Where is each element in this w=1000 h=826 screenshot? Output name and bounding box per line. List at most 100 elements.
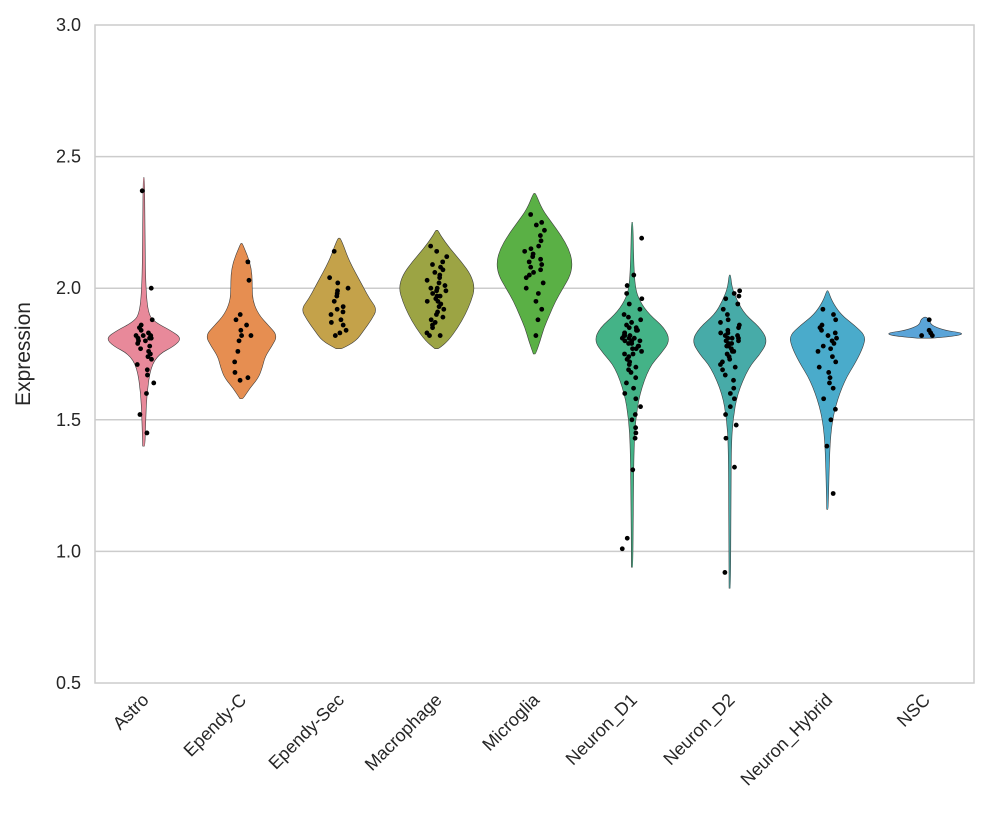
data-point: [639, 296, 645, 302]
data-point: [533, 333, 539, 338]
data-point: [147, 343, 153, 349]
violins: [107, 177, 962, 589]
x-tick-label: Macrophage: [361, 690, 446, 775]
data-point: [331, 248, 337, 254]
data-point: [626, 301, 632, 307]
y-tick-label: 0.5: [56, 673, 81, 693]
data-point: [831, 312, 836, 317]
data-point: [821, 396, 827, 402]
data-point: [236, 338, 242, 344]
data-point: [337, 330, 343, 336]
data-point: [441, 306, 447, 312]
data-point: [727, 404, 733, 410]
data-point: [624, 283, 630, 288]
data-point: [828, 346, 834, 352]
data-point: [538, 256, 543, 262]
data-point: [624, 380, 629, 386]
data-point: [437, 333, 443, 338]
violin-body: [790, 290, 865, 510]
data-point: [436, 280, 442, 286]
y-tick-label: 2.0: [56, 278, 81, 298]
data-point: [732, 464, 737, 470]
data-point: [424, 330, 430, 336]
x-tick-label: NSC: [893, 690, 934, 731]
data-point: [134, 362, 140, 367]
data-point: [832, 330, 838, 336]
data-point: [237, 377, 243, 383]
data-point: [424, 277, 430, 283]
data-point: [624, 322, 629, 328]
data-point: [528, 246, 534, 252]
data-point: [624, 535, 630, 541]
violin-neuron-hybrid: [790, 290, 865, 510]
data-point: [328, 320, 334, 325]
data-point: [533, 222, 539, 228]
data-point: [633, 425, 639, 431]
data-point: [819, 322, 825, 328]
data-point: [733, 422, 739, 428]
data-point: [537, 233, 543, 238]
data-point: [824, 443, 830, 449]
data-point: [528, 264, 534, 270]
data-point: [533, 298, 539, 304]
data-point: [542, 227, 547, 233]
data-point: [442, 283, 448, 288]
data-point: [138, 346, 143, 352]
data-point: [432, 270, 438, 275]
data-point: [637, 306, 643, 312]
data-point: [833, 359, 839, 365]
data-point: [731, 385, 737, 391]
data-point: [539, 262, 545, 267]
y-tick-label: 2.5: [56, 147, 81, 167]
data-point: [729, 335, 735, 341]
data-point: [723, 296, 729, 302]
data-point: [430, 291, 436, 296]
data-point: [633, 375, 639, 381]
violin-microglia: [496, 193, 573, 355]
data-point: [633, 364, 639, 370]
data-point: [815, 348, 821, 354]
data-point: [729, 341, 735, 346]
data-point: [340, 309, 346, 315]
data-point: [724, 351, 730, 357]
violin-body: [693, 274, 767, 589]
data-point: [248, 333, 254, 338]
data-point: [531, 270, 536, 275]
data-point: [731, 291, 737, 296]
data-point: [639, 235, 645, 241]
data-point: [432, 320, 438, 325]
data-point: [637, 338, 643, 344]
data-point: [328, 312, 334, 317]
violin-neuron-d1: [595, 222, 669, 568]
data-point: [428, 317, 434, 323]
violin-nsc: [888, 316, 962, 339]
y-tick-label: 1.0: [56, 541, 81, 561]
x-tick-label: Ependy-Sec: [265, 690, 348, 773]
data-point: [345, 285, 351, 291]
data-point: [340, 304, 346, 310]
data-point: [522, 248, 528, 254]
data-point: [535, 317, 541, 323]
data-point: [523, 285, 529, 291]
data-point: [151, 380, 157, 386]
data-point: [435, 309, 440, 315]
data-point: [145, 372, 150, 378]
data-point: [828, 417, 834, 423]
violin-body: [595, 222, 669, 568]
data-point: [718, 330, 724, 336]
data-point: [827, 375, 833, 381]
data-point: [434, 248, 440, 254]
data-point: [725, 317, 731, 323]
data-point: [335, 280, 341, 286]
data-point: [443, 288, 449, 294]
data-point: [143, 338, 148, 344]
data-point: [327, 275, 333, 281]
data-point: [338, 317, 344, 323]
data-point: [430, 262, 435, 267]
data-point: [148, 285, 154, 291]
data-point: [735, 301, 741, 307]
data-point: [624, 291, 630, 296]
data-point: [926, 317, 932, 323]
y-tick-label: 1.5: [56, 410, 81, 430]
